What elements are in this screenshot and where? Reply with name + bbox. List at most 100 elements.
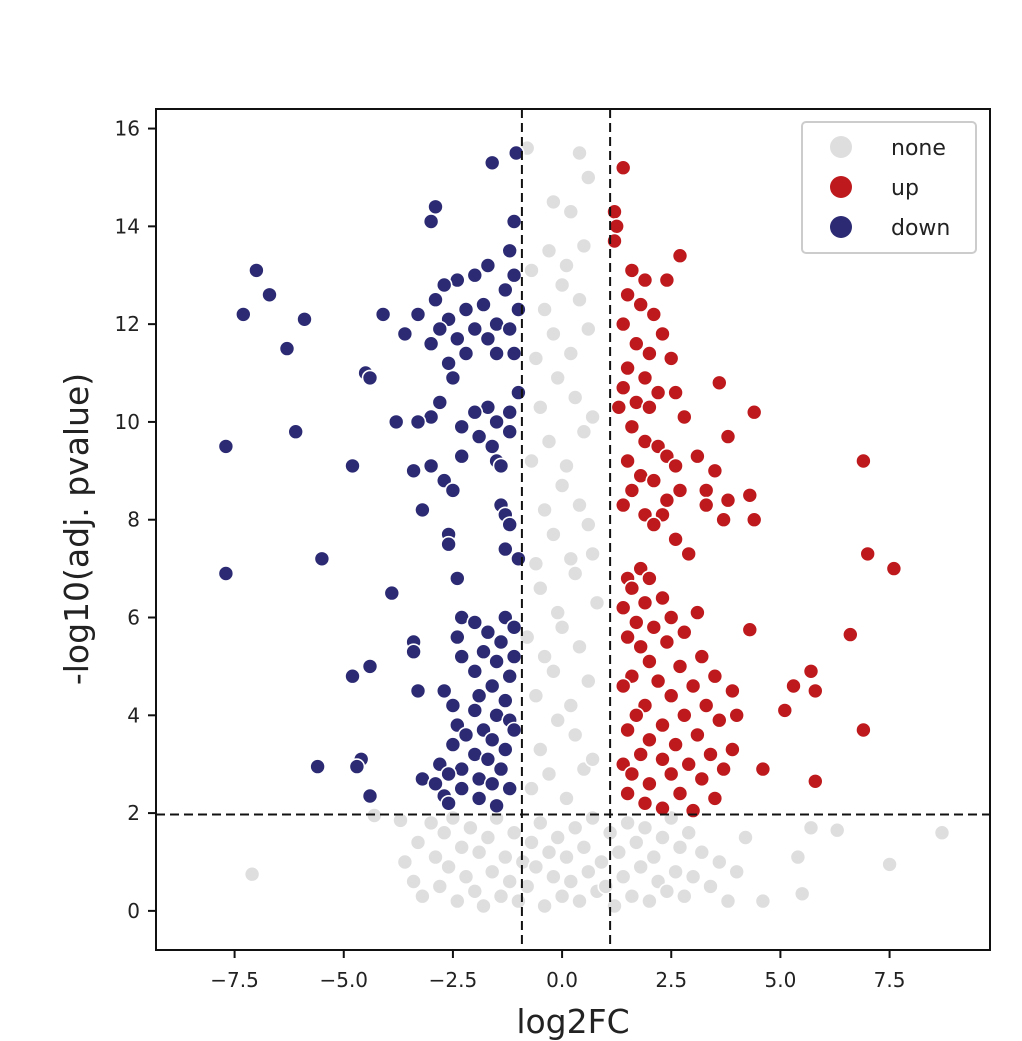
point-down xyxy=(470,428,488,445)
point-down xyxy=(483,677,501,695)
point-up xyxy=(806,772,824,790)
point-up xyxy=(785,677,802,695)
point-up xyxy=(667,384,684,401)
point-down xyxy=(383,584,401,602)
x-tick-label: −7.5 xyxy=(210,968,259,992)
point-none xyxy=(658,882,676,900)
point-down xyxy=(396,325,414,343)
point-none xyxy=(448,892,466,910)
point-none xyxy=(579,169,597,186)
point-down xyxy=(488,413,505,431)
point-none xyxy=(562,697,580,714)
y-axis: 0 2 4 6 8 10 12 14 16 xyxy=(115,117,156,923)
threshold-lines xyxy=(156,109,990,950)
point-down xyxy=(235,306,252,323)
point-down xyxy=(501,780,519,797)
point-up xyxy=(680,755,698,773)
point-down xyxy=(348,758,366,775)
point-none xyxy=(518,628,536,646)
point-none xyxy=(614,868,632,886)
point-none xyxy=(680,824,698,842)
point-none xyxy=(243,865,261,883)
point-none xyxy=(462,819,479,837)
point-up xyxy=(654,750,671,768)
x-tick-label: 2.5 xyxy=(655,968,687,992)
point-down xyxy=(374,306,392,323)
point-none xyxy=(553,477,571,494)
y-tick-label: 8 xyxy=(127,508,140,532)
point-none xyxy=(562,873,580,890)
point-up xyxy=(658,271,676,289)
point-none xyxy=(501,873,519,890)
point-down xyxy=(448,570,466,587)
point-none xyxy=(671,838,689,856)
y-axis-title: -log10(adj. pvalue) xyxy=(57,373,96,685)
point-none xyxy=(654,829,671,846)
point-down xyxy=(296,310,313,328)
point-up xyxy=(614,159,632,176)
point-down xyxy=(361,787,379,805)
point-none xyxy=(619,814,636,832)
point-down xyxy=(505,345,523,362)
point-none xyxy=(518,878,536,895)
point-none xyxy=(627,834,645,851)
point-up xyxy=(662,609,680,626)
point-up xyxy=(719,491,737,509)
point-none xyxy=(549,829,567,846)
point-down xyxy=(505,721,523,739)
point-up xyxy=(645,472,663,489)
point-down xyxy=(387,413,405,431)
point-down xyxy=(507,144,525,162)
point-none xyxy=(802,819,820,837)
point-none xyxy=(933,824,951,842)
point-down xyxy=(448,628,466,646)
point-up xyxy=(623,765,641,783)
point-none xyxy=(728,863,746,881)
point-down xyxy=(435,682,453,700)
point-up xyxy=(608,218,626,235)
point-up xyxy=(693,648,711,665)
point-none xyxy=(523,262,540,279)
point-none xyxy=(566,389,584,406)
point-down xyxy=(483,154,501,172)
point-none xyxy=(549,711,567,729)
point-up xyxy=(806,682,824,700)
point-down xyxy=(488,653,505,670)
series-down xyxy=(217,144,527,815)
series-up xyxy=(606,159,903,819)
point-up xyxy=(645,618,663,636)
point-none xyxy=(545,662,562,680)
point-down xyxy=(313,550,331,568)
point-none xyxy=(422,814,440,832)
point-up xyxy=(641,398,658,416)
point-up xyxy=(859,545,877,563)
point-up xyxy=(623,579,641,597)
point-down xyxy=(422,213,440,230)
point-down xyxy=(444,697,462,714)
point-none xyxy=(470,843,488,861)
point-up xyxy=(684,802,702,819)
point-none xyxy=(536,897,553,915)
point-up xyxy=(619,286,636,304)
point-up xyxy=(636,794,654,812)
point-down xyxy=(405,462,422,480)
point-none xyxy=(531,398,549,416)
point-down xyxy=(344,667,361,685)
point-none xyxy=(610,843,628,861)
point-none xyxy=(540,765,558,783)
legend-marker-up xyxy=(830,176,852,198)
point-none xyxy=(545,868,562,886)
point-up xyxy=(662,765,680,783)
point-down xyxy=(505,266,523,284)
point-up xyxy=(706,667,724,685)
point-down xyxy=(488,797,505,815)
point-up xyxy=(671,658,689,675)
point-up xyxy=(667,530,684,548)
point-up xyxy=(645,306,663,323)
point-up xyxy=(710,374,728,392)
point-down xyxy=(492,633,510,651)
point-down xyxy=(483,731,501,749)
point-up xyxy=(627,614,645,631)
point-none xyxy=(523,780,540,797)
point-down xyxy=(470,790,488,807)
